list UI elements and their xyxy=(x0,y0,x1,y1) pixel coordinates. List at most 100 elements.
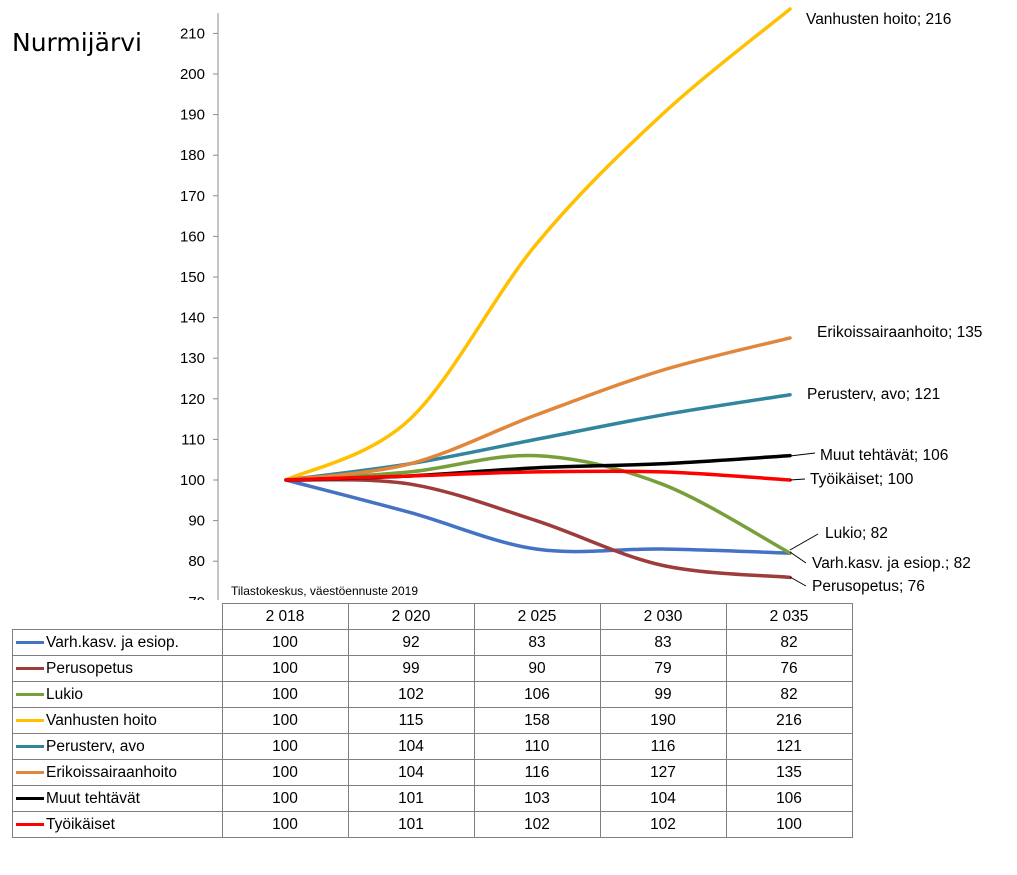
series-name: Perusterv, avo xyxy=(46,737,145,755)
table-row: Varh.kasv. ja esiop. 100 92 83 83 82 xyxy=(12,629,853,656)
year-header: 2 025 xyxy=(473,603,601,630)
legend-swatch xyxy=(16,822,44,826)
series-name-cell: Lukio xyxy=(12,681,223,708)
legend-swatch xyxy=(16,692,44,696)
end-label: Työikäiset; 100 xyxy=(810,471,914,488)
data-table: 2 018 2 020 2 025 2 030 2 035 Varh.kasv.… xyxy=(12,603,853,838)
table-row: Perusterv, avo 100 104 110 116 121 xyxy=(12,733,853,760)
series-name-cell: Perusterv, avo xyxy=(12,733,223,760)
y-tick-label: 200 xyxy=(180,66,205,83)
legend-swatch xyxy=(16,796,44,800)
value-cell: 135 xyxy=(725,759,853,786)
value-cell: 82 xyxy=(725,681,853,708)
series-name-cell: Varh.kasv. ja esiop. xyxy=(12,629,223,656)
leader-line xyxy=(789,452,816,457)
value-cell: 100 xyxy=(725,811,853,838)
end-label: Perusterv, avo; 121 xyxy=(807,386,940,403)
table-row: Vanhusten hoito 100 115 158 190 216 xyxy=(12,707,853,734)
series-name-cell: Työikäiset xyxy=(12,811,223,838)
value-cell: 115 xyxy=(347,707,475,734)
leader-line xyxy=(789,551,807,564)
series-lines xyxy=(284,7,792,580)
year-header: 2 030 xyxy=(599,603,727,630)
value-cell: 83 xyxy=(599,629,727,656)
value-cell: 102 xyxy=(599,811,727,838)
value-cell: 116 xyxy=(599,733,727,760)
series-name-cell: Perusopetus xyxy=(12,655,223,682)
value-cell: 127 xyxy=(599,759,727,786)
year-header: 2 020 xyxy=(347,603,475,630)
value-cell: 100 xyxy=(221,811,349,838)
table-row: Lukio 100 102 106 99 82 xyxy=(12,681,853,708)
value-cell: 190 xyxy=(599,707,727,734)
series-name: Muut tehtävät xyxy=(46,789,140,807)
value-cell: 102 xyxy=(347,681,475,708)
value-cell: 104 xyxy=(347,733,475,760)
y-tick-label: 140 xyxy=(180,310,205,327)
year-header: 2 035 xyxy=(725,603,853,630)
series-name-cell: Erikoissairaanhoito xyxy=(12,759,223,786)
legend-swatch xyxy=(16,718,44,722)
end-label: Varh.kasv. ja esiop.; 82 xyxy=(812,555,971,572)
value-cell: 82 xyxy=(725,629,853,656)
series-name: Erikoissairaanhoito xyxy=(46,763,177,781)
value-cell: 102 xyxy=(473,811,601,838)
series-line xyxy=(284,477,792,580)
table-body: Varh.kasv. ja esiop. 100 92 83 83 82 Perusopet… xyxy=(12,629,853,838)
table-row: Perusopetus 100 99 90 79 76 xyxy=(12,655,853,682)
year-header: 2 018 xyxy=(221,603,349,630)
value-cell: 92 xyxy=(347,629,475,656)
value-cell: 121 xyxy=(725,733,853,760)
end-label: Vanhusten hoito; 216 xyxy=(806,11,951,28)
value-cell: 110 xyxy=(473,733,601,760)
series-name-cell: Vanhusten hoito xyxy=(12,707,223,734)
y-axis: 70 80 90 100 110 120 130 140 150 160 170 180 190 200 2… xyxy=(180,13,219,600)
value-cell: 100 xyxy=(221,681,349,708)
series-line xyxy=(284,7,792,482)
end-label: Erikoissairaanhoito; 135 xyxy=(817,324,982,341)
legend-swatch xyxy=(16,770,44,774)
value-cell: 100 xyxy=(221,655,349,682)
y-tick-label: 160 xyxy=(180,228,205,245)
table-corner xyxy=(12,603,223,630)
value-cell: 83 xyxy=(473,629,601,656)
end-label: Muut tehtävät; 106 xyxy=(820,447,948,464)
value-cell: 101 xyxy=(347,785,475,812)
series-name: Työikäiset xyxy=(46,815,115,833)
series-name: Lukio xyxy=(46,685,84,703)
value-cell: 216 xyxy=(725,707,853,734)
value-cell: 104 xyxy=(347,759,475,786)
value-cell: 103 xyxy=(473,785,601,812)
y-tick-label: 170 xyxy=(180,188,205,205)
y-tick-label: 150 xyxy=(180,269,205,286)
table-row: Muut tehtävät 100 101 103 104 106 xyxy=(12,785,853,812)
value-cell: 76 xyxy=(725,655,853,682)
value-cell: 100 xyxy=(221,629,349,656)
value-cell: 99 xyxy=(599,681,727,708)
series-name: Perusopetus xyxy=(46,659,134,677)
series-name: Vanhusten hoito xyxy=(46,711,157,729)
leader-line xyxy=(789,478,806,481)
series-name: Varh.kasv. ja esiop. xyxy=(46,633,179,651)
table-header-row: 2 018 2 020 2 025 2 030 2 035 xyxy=(12,603,853,630)
value-cell: 101 xyxy=(347,811,475,838)
leader-line xyxy=(789,533,819,551)
table-row: Erikoissairaanhoito 100 104 116 127 135 xyxy=(12,759,853,786)
end-label: Lukio; 82 xyxy=(825,525,888,542)
value-cell: 100 xyxy=(221,759,349,786)
y-tick-label: 190 xyxy=(180,107,205,124)
value-cell: 100 xyxy=(221,785,349,812)
table-row: Työikäiset 100 101 102 102 100 xyxy=(12,811,853,838)
legend-swatch xyxy=(16,666,44,670)
value-cell: 158 xyxy=(473,707,601,734)
source-note: Tilastokeskus, väestöennuste 2019 xyxy=(231,584,419,598)
end-label: Perusopetus; 76 xyxy=(812,578,925,595)
y-tick-label: 210 xyxy=(180,25,205,42)
series-name-cell: Muut tehtävät xyxy=(12,785,223,812)
series-line xyxy=(284,478,792,555)
series-line xyxy=(284,336,792,482)
region-label: Nurmijärvi xyxy=(12,28,142,57)
y-tick-label: 90 xyxy=(188,513,205,530)
value-cell: 104 xyxy=(599,785,727,812)
y-tick-label: 180 xyxy=(180,147,205,164)
